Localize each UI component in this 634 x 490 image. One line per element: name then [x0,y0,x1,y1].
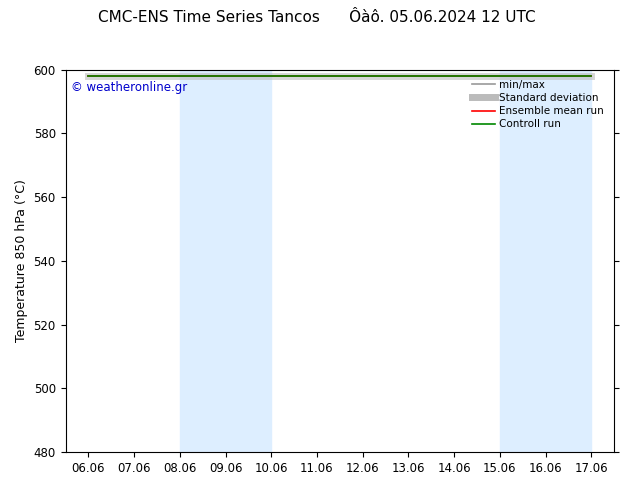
Bar [500,70,592,452]
Legend: min/max, Standard deviation, Ensemble mean run, Controll run: min/max, Standard deviation, Ensemble me… [467,75,609,135]
Text: © weatheronline.gr: © weatheronline.gr [71,81,187,94]
Bar [180,70,271,452]
Text: CMC-ENS Time Series Tancos      Ôàô. 05.06.2024 12 UTC: CMC-ENS Time Series Tancos Ôàô. 05.06.20… [98,10,536,25]
Y-axis label: Temperature 850 hPa (°C): Temperature 850 hPa (°C) [15,179,28,343]
